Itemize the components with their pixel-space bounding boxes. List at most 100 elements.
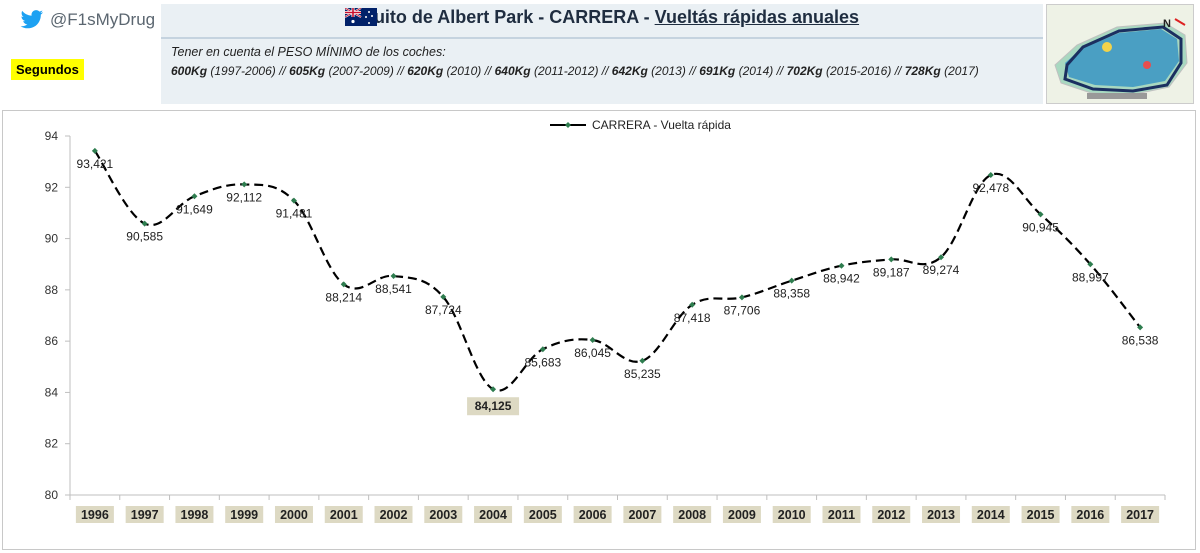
x-tick-label: 2014 [977,508,1005,522]
data-point [91,147,98,154]
x-tick-label: 2005 [529,508,557,522]
data-point [689,301,696,308]
x-tick-label: 2010 [778,508,806,522]
chart-area [2,110,1196,550]
x-tick-label-bg [274,506,313,523]
title-underlined: Vueltás rápidas anuales [654,7,860,27]
weights-list: 600Kg (1997-2006) // 605Kg (2007-2009) /… [171,64,979,78]
data-point [290,197,297,204]
data-label: 89,274 [923,263,960,277]
legend-label: CARRERA - Vuelta rápida [592,118,731,132]
weight-separator: // [776,64,787,78]
data-label: 91,649 [176,202,213,216]
x-tick-label-bg [872,506,911,523]
chart-title: uito de Albert Park - CARRERA - Vueltás … [161,7,1043,28]
x-tick-label-bg [772,506,811,523]
x-tick-label: 2015 [1027,508,1055,522]
data-point [191,193,198,200]
title-divider [161,37,1043,39]
weight-separator: // [601,64,612,78]
header-panel: uito de Albert Park - CARRERA - Vueltás … [161,4,1043,104]
y-tick-label: 88 [45,283,59,297]
twitter-handle: @F1sMyDrug [20,10,155,30]
weight-years: (2007-2009) [325,64,398,78]
x-tick-label: 1998 [181,508,209,522]
weight-value: 640Kg [494,64,531,78]
x-tick-label-bg [424,506,463,523]
weight-years: (2015-2016) [822,64,895,78]
circuit-map: N [1046,4,1194,104]
x-tick-label-bg [573,506,612,523]
data-label: 86,045 [574,346,611,360]
x-tick-label-bg [125,506,164,523]
x-tick-label-bg [175,506,214,523]
x-tick-label: 1999 [230,508,258,522]
data-label: 85,235 [624,367,661,381]
data-label: 87,724 [425,303,462,317]
data-point [589,336,596,343]
data-label: 89,187 [873,265,910,279]
x-tick-label: 2013 [927,508,955,522]
y-tick-label: 82 [45,437,59,451]
x-tick-label: 2002 [380,508,408,522]
x-tick-label-bg [225,506,264,523]
weight-years: (2010) [443,64,485,78]
data-label: 86,538 [1122,333,1159,347]
data-label: 92,478 [972,181,1009,195]
y-tick-label: 80 [45,488,59,502]
x-tick-label-bg [75,506,114,523]
x-tick-label: 2007 [628,508,656,522]
data-point [241,181,248,188]
x-tick-label: 1996 [81,508,109,522]
min-label-bg [467,397,520,416]
weight-value: 728Kg [904,64,941,78]
y-tick-label: 86 [45,334,59,348]
data-point [490,386,497,393]
weight-separator: // [689,64,700,78]
weight-value: 702Kg [786,64,823,78]
data-label: 87,418 [674,311,711,325]
weight-separator: // [484,64,495,78]
x-tick-label-bg [474,506,513,523]
x-tick-label-bg [523,506,562,523]
x-tick-label-bg [922,506,961,523]
weight-note: Tener en cuenta el PESO MÍNIMO de los co… [171,45,446,59]
x-tick-label-bg [1071,506,1110,523]
weight-years: (2017) [940,64,979,78]
weight-value: 600Kg [171,64,208,78]
twitter-bird-icon [20,10,44,29]
x-tick-label: 2009 [728,508,756,522]
data-label: 91,481 [276,207,313,221]
weight-years: (1997-2006) [207,64,280,78]
data-point [639,357,646,364]
weight-value: 605Kg [289,64,326,78]
data-label: 90,585 [126,230,163,244]
units-badge: Segundos [11,59,84,80]
x-tick-label: 2016 [1076,508,1104,522]
x-tick-label-bg [1021,506,1060,523]
weight-years: (2011-2012) [530,64,602,78]
data-label: 88,997 [1072,270,1109,284]
y-tick-label: 90 [45,232,59,246]
weight-years: (2014) [735,64,777,78]
data-point [838,262,845,269]
data-point [440,293,447,300]
data-point [1137,324,1144,331]
y-tick-label: 94 [45,129,59,143]
circuit-map-image: N [1047,5,1193,103]
data-label: 88,358 [773,287,810,301]
data-label: 85,683 [524,355,561,369]
series-line [93,150,1141,392]
weight-years: (2013) [647,64,690,78]
data-point [888,256,895,263]
data-point [539,346,546,353]
x-tick-label: 2004 [479,508,507,522]
data-point [987,172,994,179]
x-tick-label: 2008 [678,508,706,522]
data-point [1087,261,1094,268]
weight-value: 691Kg [699,64,736,78]
data-label: 88,214 [325,290,362,304]
x-tick-label: 2001 [330,508,358,522]
x-tick-label-bg [822,506,861,523]
